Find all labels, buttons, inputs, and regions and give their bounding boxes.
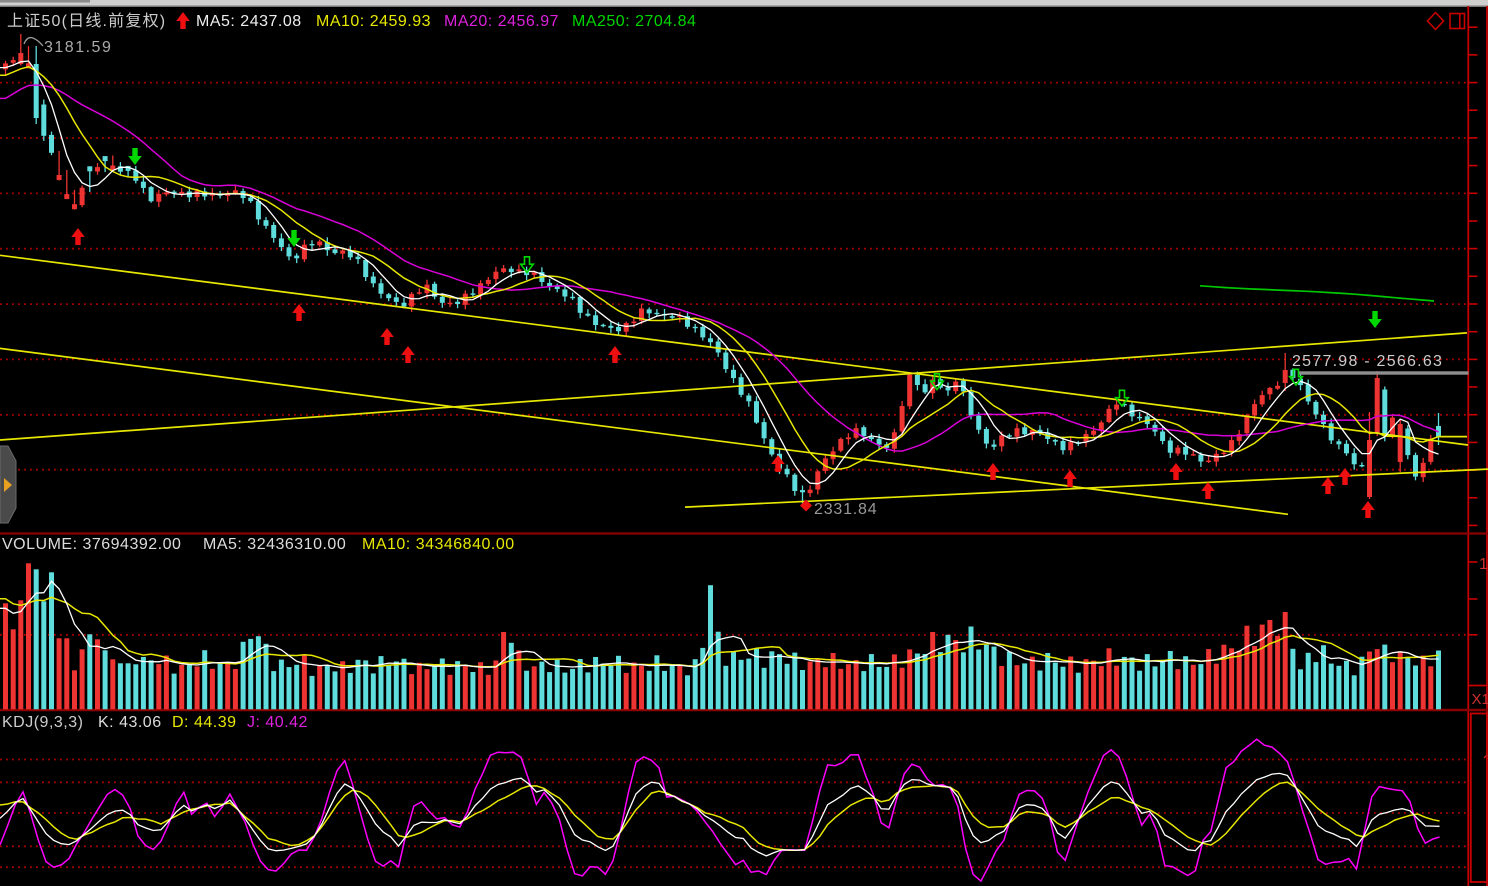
svg-text:KDJ(9,3,3): KDJ(9,3,3) (2, 714, 83, 731)
svg-text:VOLUME: 37694392.00: VOLUME: 37694392.00 (2, 536, 181, 553)
svg-text:1: 1 (1479, 556, 1488, 573)
svg-text:MA20: 2456.97: MA20: 2456.97 (444, 13, 559, 30)
svg-text:MA250: 2704.84: MA250: 2704.84 (572, 13, 696, 30)
svg-text:J: 40.42: J: 40.42 (247, 714, 308, 731)
svg-text:2577.98 - 2566.63: 2577.98 - 2566.63 (1292, 353, 1443, 370)
svg-text:MA10: 34346840.00: MA10: 34346840.00 (362, 536, 515, 553)
svg-text:MA5: 2437.08: MA5: 2437.08 (196, 13, 302, 30)
svg-text:MA5: 32436310.00: MA5: 32436310.00 (203, 536, 346, 553)
svg-text:上证50(日线.前复权): 上证50(日线.前复权) (7, 12, 166, 30)
svg-text:MA10: 2459.93: MA10: 2459.93 (316, 13, 431, 30)
svg-text:2331.84: 2331.84 (814, 501, 877, 518)
svg-text:D: 44.39: D: 44.39 (172, 714, 236, 731)
svg-text:X1: X1 (1472, 691, 1488, 708)
svg-text:K: 43.06: K: 43.06 (98, 714, 162, 731)
svg-text:3181.59: 3181.59 (44, 39, 112, 56)
